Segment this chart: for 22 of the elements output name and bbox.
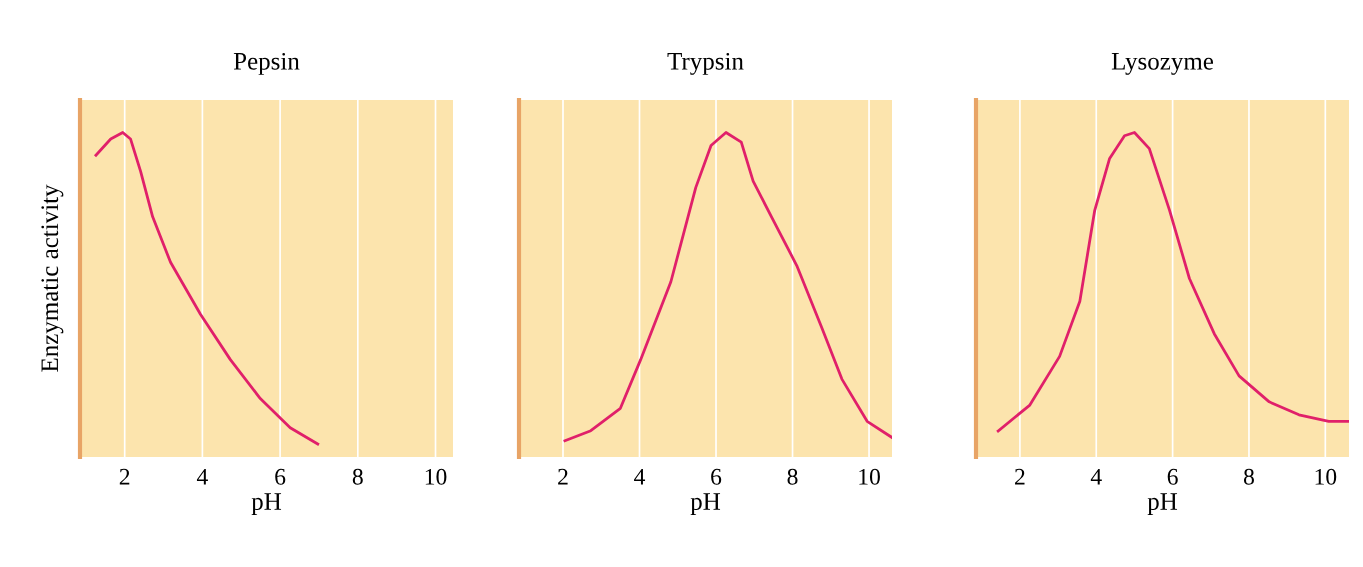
x-tick-label: 4 <box>196 468 208 485</box>
x-tick-label: 8 <box>787 468 798 485</box>
chart-title: Pepsin <box>233 52 300 75</box>
x-tick-label: 6 <box>1167 468 1178 485</box>
x-tick-label: 8 <box>1243 468 1254 485</box>
x-tick-label: 8 <box>352 468 363 485</box>
x-axis-title: pH <box>690 493 721 515</box>
x-tick-label: 4 <box>1090 468 1102 485</box>
x-axis-title: pH <box>1147 493 1178 515</box>
x-axis-title: pH <box>251 493 282 515</box>
x-tick-label: 2 <box>119 468 130 485</box>
x-tick-label: 6 <box>275 468 286 485</box>
chart-title: Lysozyme <box>1111 53 1214 75</box>
x-tick-label: 10 <box>859 468 880 485</box>
y-axis-title: Enzymatic activity <box>41 184 64 372</box>
x-tick-label: 2 <box>1015 468 1025 485</box>
x-tick-label: 10 <box>425 468 447 485</box>
x-tick-label: 2 <box>558 468 568 485</box>
x-tick-label: 10 <box>1315 468 1337 485</box>
x-tick-label: 4 <box>634 468 646 485</box>
x-tick-label: 6 <box>711 468 722 485</box>
chart-title: Trypsin <box>667 52 744 75</box>
